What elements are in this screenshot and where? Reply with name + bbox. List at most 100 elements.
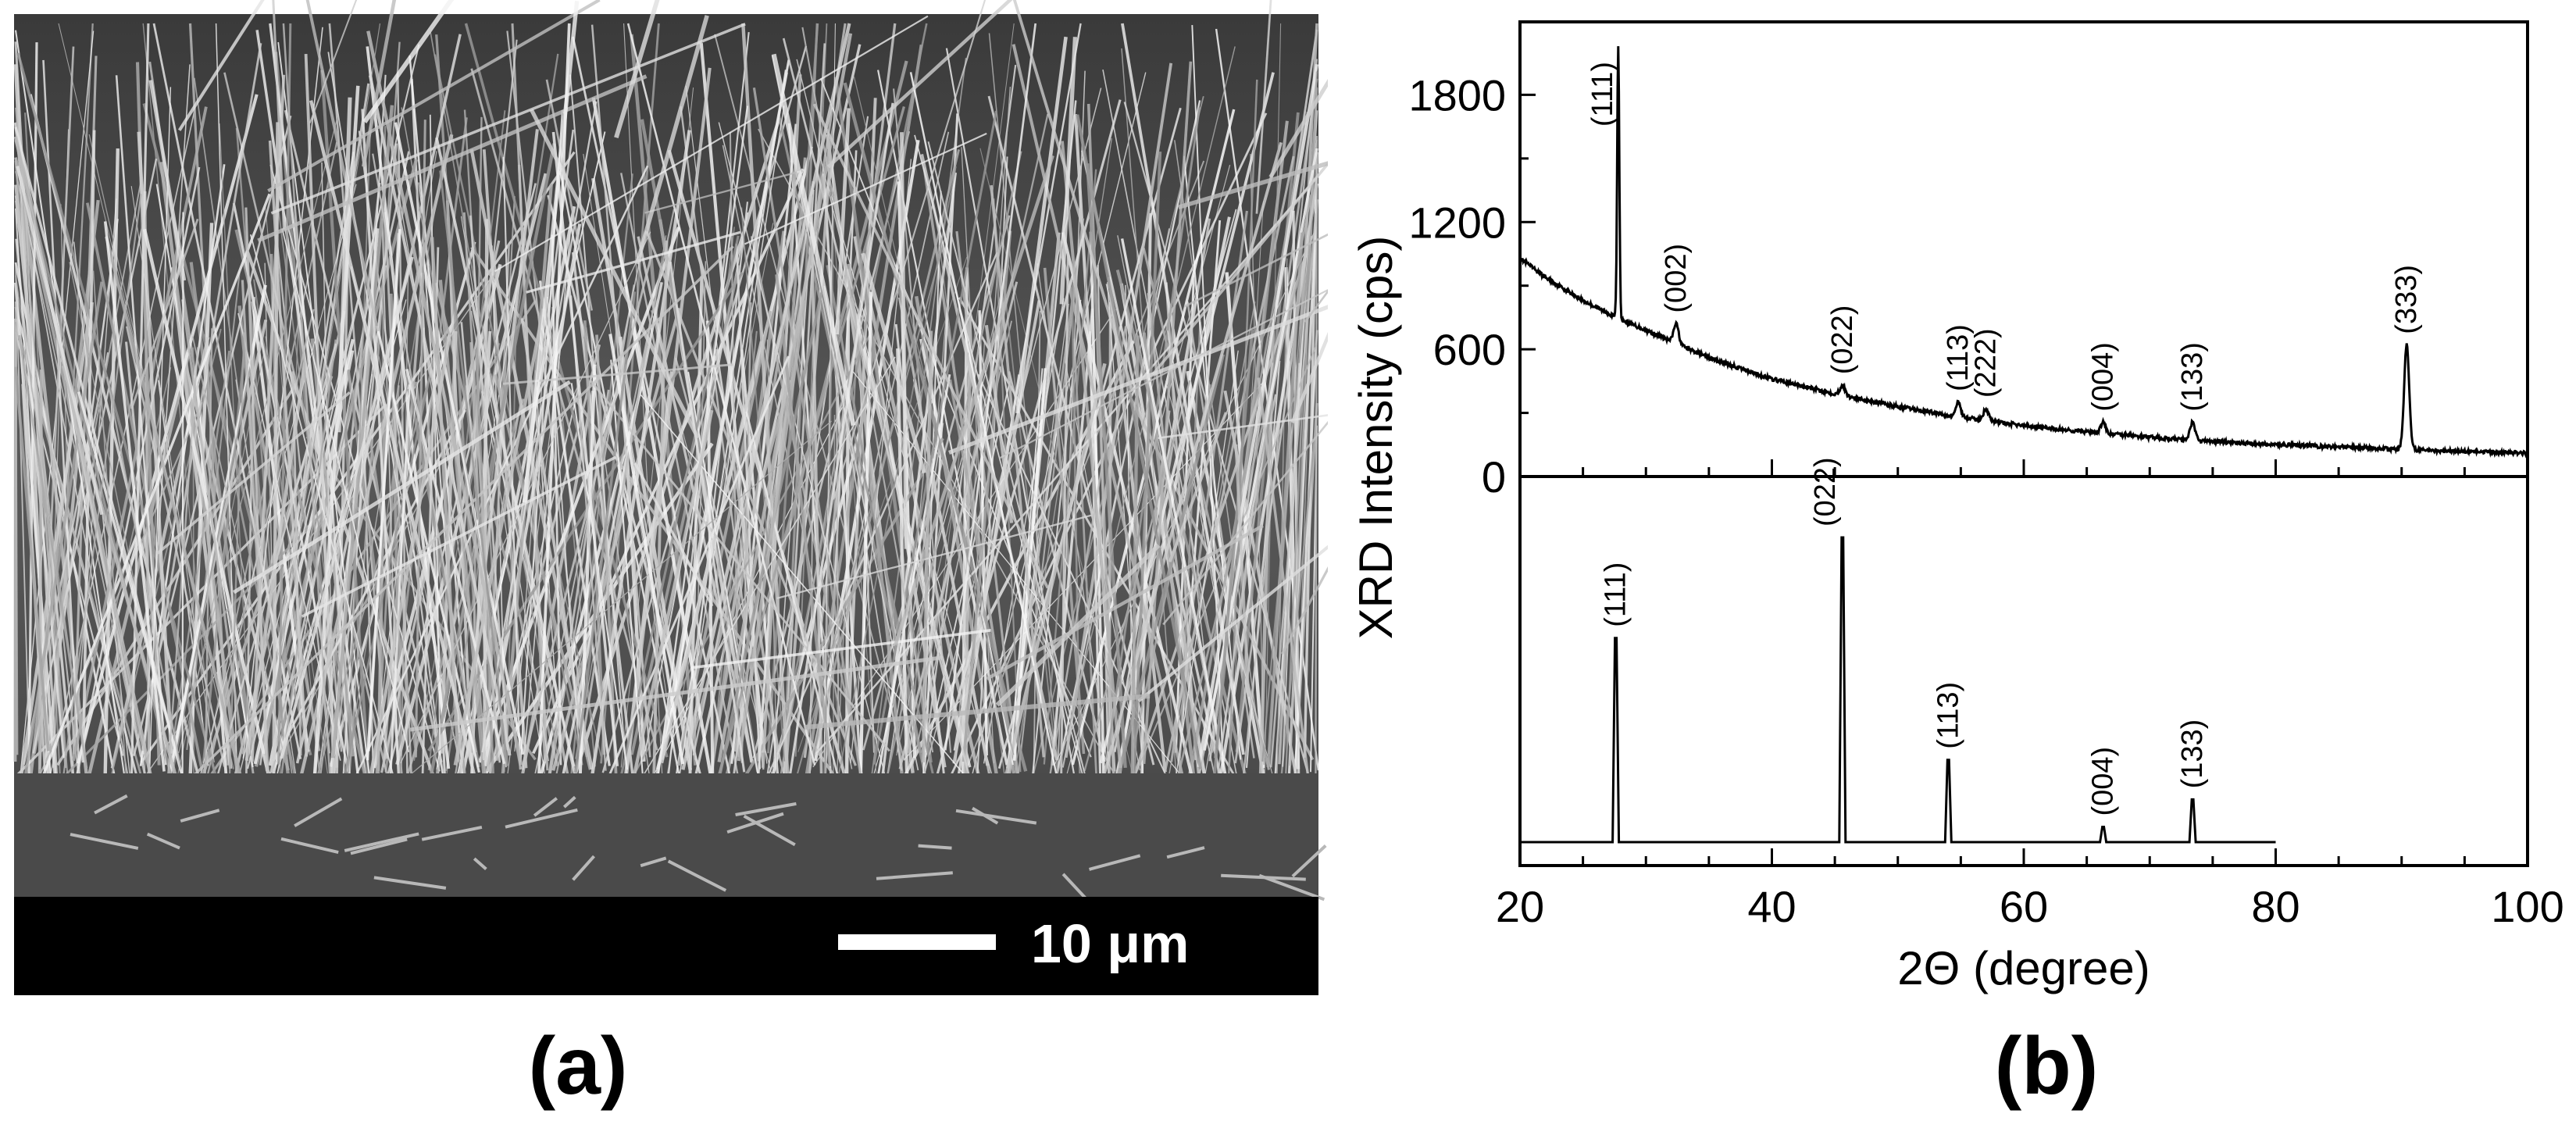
nanowire: [103, 221, 166, 772]
nanowire: [13, 318, 17, 762]
nanowire: [81, 130, 96, 763]
nanowire: [483, 223, 582, 767]
nanowire: [765, 116, 869, 782]
nanowire: [13, 136, 157, 796]
nanowire: [522, 227, 572, 770]
debris-wire: [294, 797, 343, 827]
nanowire: [166, 284, 267, 785]
nanowire: [740, 207, 786, 762]
nanowire: [1120, 238, 1227, 776]
nanowire: [551, 131, 619, 766]
nanowire: [1264, 23, 1282, 789]
nanowire: [806, 231, 939, 792]
nanowire: [1241, 59, 1318, 787]
nanowire: [84, 352, 191, 786]
nanowire: [178, 119, 337, 754]
nanowire: [772, 189, 815, 768]
nanowire: [908, 113, 1049, 753]
nanowire: [14, 200, 80, 784]
x-tick-label: 100: [2491, 882, 2564, 931]
peak-label: (022): [1826, 305, 1859, 375]
nanowire-cross: [833, 0, 987, 500]
nanowire: [430, 32, 558, 753]
nanowire-cross: [148, 80, 187, 281]
nanowire-cross: [177, 0, 265, 131]
nanowire: [14, 282, 59, 792]
nanowire: [255, 30, 367, 776]
nanowire-strands: [13, 0, 1328, 798]
nanowire: [1234, 175, 1318, 764]
nanowire: [29, 94, 203, 791]
nanowire: [228, 332, 245, 795]
nanowire-cross: [1012, 0, 1134, 391]
nanowire: [171, 359, 253, 776]
substrate-region: [14, 773, 1318, 897]
peak-label: (333): [2390, 265, 2423, 334]
nanowire: [1225, 272, 1265, 769]
debris-wire: [180, 809, 220, 823]
nanowire: [967, 160, 1205, 766]
nanowire: [191, 336, 285, 757]
nanowire: [62, 194, 142, 779]
panel-b-label: (b): [1995, 1021, 2099, 1112]
nanowire: [309, 100, 476, 776]
nanowire-cross: [257, 74, 648, 243]
nanowire-cross: [635, 15, 709, 265]
y-tick-label: 1800: [1408, 70, 1506, 120]
nanowire: [250, 74, 286, 762]
nanowire: [716, 105, 905, 780]
debris-wire: [876, 871, 953, 880]
nanowire: [107, 328, 222, 791]
nanowire-cross: [1151, 161, 1328, 376]
debris-wire: [473, 857, 487, 871]
nanowire: [130, 186, 215, 762]
nanowire: [414, 120, 426, 758]
nanowire: [405, 368, 506, 765]
nanowire: [169, 350, 230, 757]
debris-wire: [94, 794, 128, 815]
nanowire: [14, 30, 126, 779]
nanowire-cross: [835, 108, 851, 335]
nanowire: [944, 23, 1037, 751]
nanowire: [809, 195, 823, 790]
nanowire: [537, 23, 571, 777]
nanowire-cross: [545, 79, 594, 311]
debris-wire: [743, 814, 796, 847]
nanowire: [1061, 231, 1197, 791]
nanowire: [361, 109, 401, 787]
nanowire: [235, 127, 287, 763]
peak-label: (222): [1970, 328, 2003, 398]
debris-wire: [70, 833, 139, 850]
debris-wire: [533, 797, 558, 817]
debris-wire: [1166, 846, 1205, 859]
nanowire: [15, 262, 30, 751]
nanowire: [376, 325, 480, 773]
nanowire-cross: [1255, 0, 1272, 214]
nanowire-cross: [633, 462, 714, 607]
nanowire: [1168, 302, 1256, 774]
x-tick-label: 60: [2000, 882, 2048, 931]
nanowire: [1257, 377, 1310, 777]
scale-bar: [838, 934, 996, 950]
nanowire: [547, 296, 581, 760]
nanowire: [1191, 25, 1224, 755]
nanowire-cross: [1304, 290, 1328, 323]
nanowire-cross: [362, 0, 397, 167]
nanowire: [268, 140, 309, 757]
x-axis-tick-labels: 20 40 60 80 100: [1496, 882, 2564, 931]
nanowire: [1197, 63, 1319, 768]
nanowire: [717, 33, 853, 762]
nanowire-cross: [861, 252, 926, 474]
nanowire: [141, 43, 262, 751]
nanowire: [896, 348, 909, 790]
nanowire: [622, 67, 712, 796]
nanowire: [575, 235, 667, 759]
nanowire: [407, 420, 832, 778]
x-axis-ticks: [1518, 459, 2529, 866]
nanowire: [864, 284, 982, 782]
debris-wire: [1221, 873, 1306, 881]
nanowire: [1014, 138, 1112, 773]
nanowire-cross: [894, 155, 1054, 646]
nanowire: [782, 37, 974, 791]
nanowire: [1043, 169, 1097, 765]
